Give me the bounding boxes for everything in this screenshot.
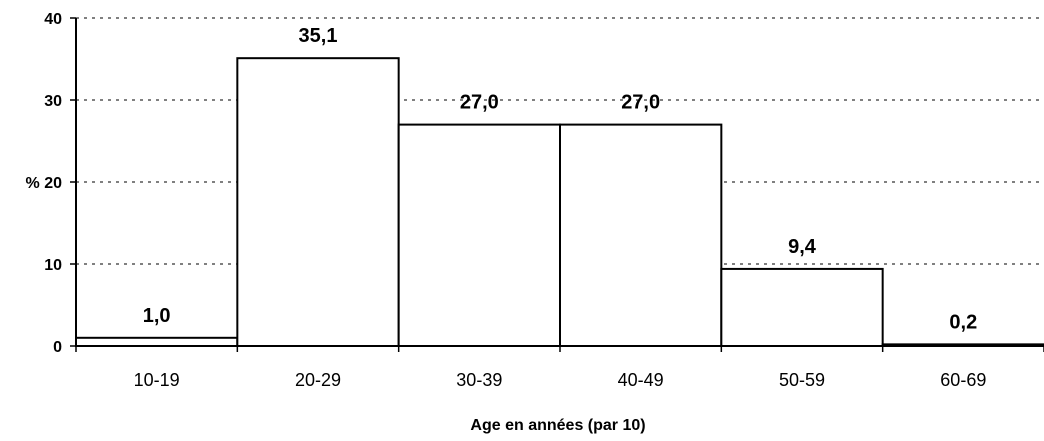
- x-tick-label: 40-49: [618, 370, 664, 390]
- x-tick-label: 50-59: [779, 370, 825, 390]
- axes: [70, 17, 1044, 352]
- bar-20-29: [236, 57, 400, 348]
- x-axis-title: Age en années (par 10): [470, 417, 645, 434]
- data-label: 1,0: [143, 305, 171, 327]
- y-tick-label: 40: [44, 11, 62, 28]
- bar-50-59: [720, 267, 884, 348]
- y-tick-label: 10: [44, 257, 62, 274]
- y-tick-label: 0: [53, 339, 62, 356]
- labels: 0 10 % 20 30 40 10-19 20-29 30-39 40-49 50-59 60-6…: [26, 11, 987, 390]
- bar-10-19: [75, 336, 239, 347]
- data-label: 27,0: [460, 92, 499, 114]
- x-tick-label: 60-69: [940, 370, 986, 390]
- bar-30-39: [397, 123, 561, 347]
- data-label: 0,2: [949, 311, 977, 333]
- x-tick-label: 30-39: [456, 370, 502, 390]
- x-tick-label: 20-29: [295, 370, 341, 390]
- x-tick-label: 10-19: [134, 370, 180, 390]
- bars: [75, 57, 1044, 348]
- bar-40-49: [559, 123, 723, 347]
- data-label: 9,4: [788, 236, 817, 258]
- y-tick-label: % 20: [26, 175, 63, 192]
- data-label: 27,0: [621, 92, 660, 114]
- data-label: 35,1: [299, 25, 338, 47]
- y-tick-label: 30: [44, 93, 62, 110]
